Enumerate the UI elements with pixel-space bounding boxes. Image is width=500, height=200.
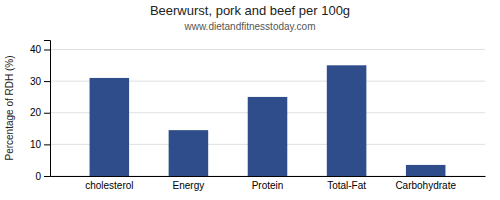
y-tick-mark	[44, 49, 50, 50]
y-tick: 20	[30, 107, 50, 118]
chart-svg: Beerwurst, pork and beef per 100g www.die…	[0, 0, 500, 200]
y-tick-label: 30	[30, 76, 42, 87]
x-tick: Protein	[252, 180, 284, 191]
y-axis-title: Percentage of RDH (%)	[4, 55, 15, 160]
x-tick: Energy	[173, 180, 205, 191]
x-tick: Total-Fat	[327, 180, 366, 191]
y-tick-mark	[44, 176, 50, 177]
y-axis: 0 10 20 30 40	[30, 41, 51, 182]
y-tick-label: 0	[35, 171, 41, 182]
bar	[169, 130, 209, 176]
y-tick-label: 20	[30, 107, 42, 118]
y-tick: 40	[30, 44, 50, 55]
x-tick-label: Protein	[252, 180, 284, 191]
x-tick-label: Carbohydrate	[395, 180, 456, 191]
y-tick: 0	[35, 171, 50, 182]
y-tick-label: 10	[30, 139, 42, 150]
bar	[327, 65, 367, 176]
bar	[406, 165, 446, 176]
y-axis-line	[44, 41, 51, 177]
x-tick-label: Energy	[173, 180, 205, 191]
y-tick-mark	[44, 81, 50, 82]
title: Beerwurst, pork and beef per 100g	[150, 3, 350, 18]
grid	[50, 49, 485, 176]
x-tick: cholesterol	[85, 180, 133, 191]
x-axis: cholesterol Energy Protein Total-Fat Carbohy…	[51, 177, 486, 192]
x-axis-line	[51, 176, 486, 177]
chart-container: Beerwurst, pork and beef per 100g www.die…	[0, 0, 500, 200]
y-tick: 30	[30, 76, 50, 87]
x-tick-label: Total-Fat	[327, 180, 366, 191]
y-tick-label: 40	[30, 44, 42, 55]
x-tick-label: cholesterol	[85, 180, 133, 191]
bars	[90, 65, 446, 176]
x-tick: Carbohydrate	[395, 180, 456, 191]
y-tick-mark	[44, 144, 50, 145]
subtitle: www.dietandfitnesstoday.com	[184, 21, 316, 32]
grid-line	[50, 49, 485, 50]
y-tick: 10	[30, 139, 50, 150]
bar	[90, 78, 130, 176]
bar	[248, 97, 288, 176]
y-tick-mark	[44, 113, 50, 114]
